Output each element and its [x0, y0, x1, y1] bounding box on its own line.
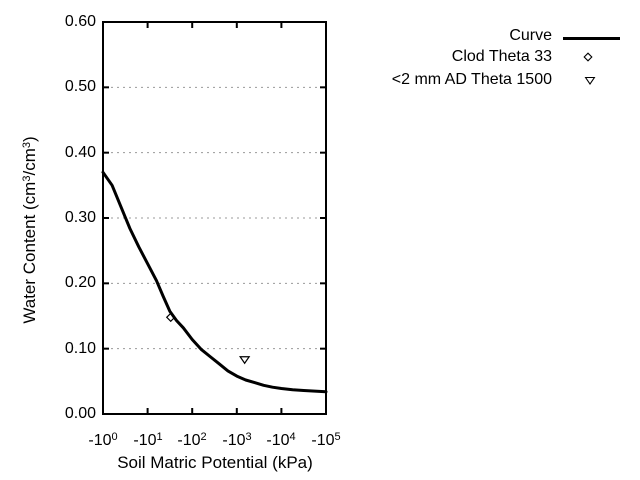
y-tick-label: 0.40 — [64, 144, 96, 161]
legend-item-curve-label: Curve — [509, 27, 552, 44]
legend-item-clod-theta-33-label: Clod Theta 33 — [451, 48, 552, 65]
diamond-marker-icon — [583, 52, 593, 62]
x-tick-label: -103 — [222, 431, 252, 449]
y-tick-label: 0.30 — [64, 209, 96, 226]
y-tick-label: 0.00 — [64, 405, 96, 422]
x-tick-label: -104 — [266, 431, 296, 449]
triangle-down-marker-icon — [584, 76, 596, 85]
x-tick-label: -105 — [311, 431, 341, 449]
y-axis-title: Water Content (cm3/cm3) — [20, 136, 39, 324]
legend-line-sample — [563, 37, 620, 40]
x-tick-label: -102 — [177, 431, 207, 449]
y-tick-label: 0.60 — [64, 13, 96, 30]
x-tick-label: -100 — [88, 431, 118, 449]
y-tick-label: 0.10 — [64, 340, 96, 357]
x-tick-label: -101 — [133, 431, 163, 449]
legend-item-ad-theta-1500-label: <2 mm AD Theta 1500 — [391, 71, 552, 88]
x-axis-title: Soil Matric Potential (kPa) — [117, 453, 313, 472]
y-tick-label: 0.50 — [64, 78, 96, 95]
y-tick-label: 0.20 — [64, 274, 96, 291]
